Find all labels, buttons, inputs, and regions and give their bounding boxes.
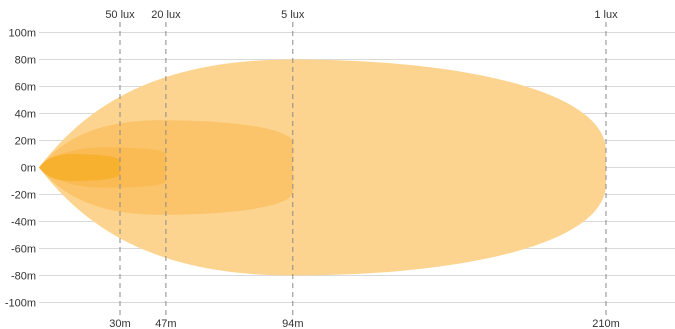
y-axis-ticks: 100m 80m 60m 40m 20m 0m -20m -40m -60m -80m -100m bbox=[5, 28, 36, 310]
y-tick-label: 0m bbox=[21, 163, 36, 175]
y-tick-label: 60m bbox=[15, 82, 36, 94]
y-tick-label: 40m bbox=[15, 109, 36, 121]
lux-label: 20 lux bbox=[151, 9, 181, 21]
beam-area-1-lux bbox=[39, 59, 606, 276]
y-tick-label: -20m bbox=[11, 190, 36, 202]
y-tick-label: 20m bbox=[15, 136, 36, 148]
beam-areas bbox=[39, 59, 606, 276]
y-tick-label: -100m bbox=[5, 298, 36, 310]
distance-label: 47m bbox=[155, 318, 176, 329]
beam-area-50-lux bbox=[39, 154, 120, 181]
y-tick-label: -40m bbox=[11, 217, 36, 229]
lux-label: 5 lux bbox=[281, 9, 305, 21]
y-tick-label: 100m bbox=[8, 28, 36, 40]
distance-label: 30m bbox=[109, 318, 130, 329]
y-tick-label: -80m bbox=[11, 271, 36, 283]
lux-label: 50 lux bbox=[105, 9, 135, 21]
distance-markers: 1 lux 210m 5 lux 94m 20 lux 47m 50 lux 30m bbox=[105, 9, 619, 329]
y-tick-label: 80m bbox=[15, 55, 36, 67]
distance-label: 94m bbox=[282, 318, 303, 329]
y-tick-label: -60m bbox=[11, 244, 36, 256]
lux-label: 1 lux bbox=[594, 9, 618, 21]
distance-label: 210m bbox=[592, 318, 620, 329]
